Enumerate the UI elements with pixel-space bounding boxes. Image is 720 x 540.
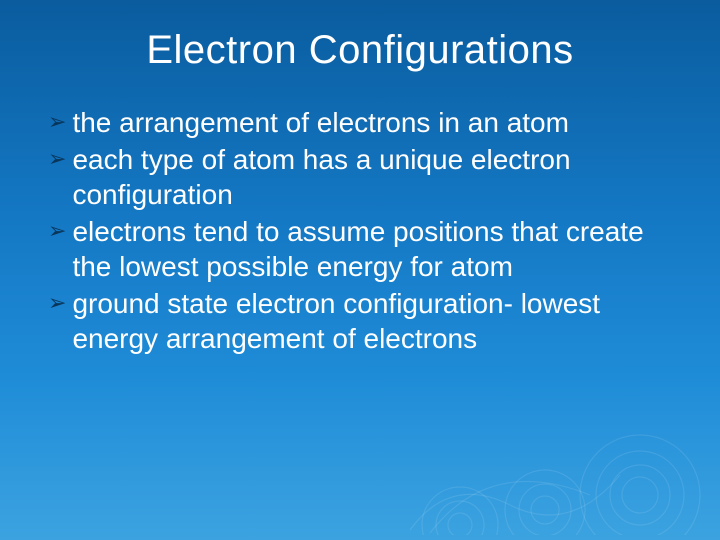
slide: Electron Configurations ➢ the arrangemen… [0,0,720,540]
bullet-text: each type of atom has a unique electron … [72,142,680,212]
bullet-list: ➢ the arrangement of electrons in an ato… [0,105,720,356]
bullet-icon: ➢ [48,286,66,320]
bullet-icon: ➢ [48,105,66,139]
list-item: ➢ the arrangement of electrons in an ato… [48,105,680,140]
bullet-text: the arrangement of electrons in an atom [72,105,680,140]
bullet-text: ground state electron configuration- low… [72,286,680,356]
bullet-icon: ➢ [48,142,66,176]
list-item: ➢ each type of atom has a unique electro… [48,142,680,212]
list-item: ➢ electrons tend to assume positions tha… [48,214,680,284]
bullet-text: electrons tend to assume positions that … [72,214,680,284]
list-item: ➢ ground state electron configuration- l… [48,286,680,356]
slide-title: Electron Configurations [0,0,720,73]
decorative-swirls [390,355,710,535]
bullet-icon: ➢ [48,214,66,248]
